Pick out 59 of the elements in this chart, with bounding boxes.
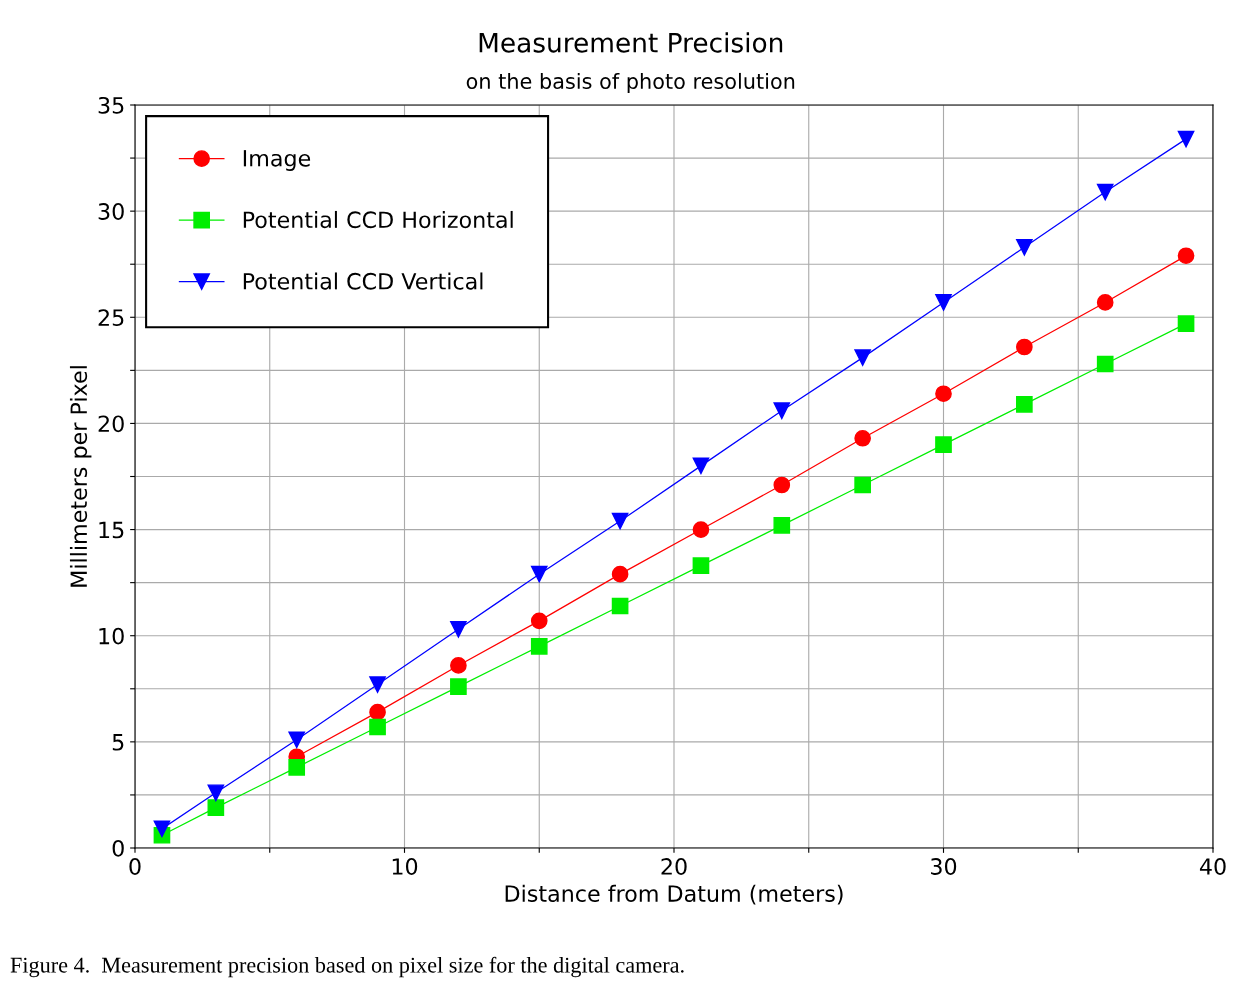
- point: [692, 457, 710, 475]
- y-axis-title: Millimeters per Pixel: [69, 366, 92, 587]
- point: [1016, 238, 1033, 256]
- y-tick-label: 25: [98, 309, 124, 327]
- point: [369, 703, 386, 721]
- y-tick-label: 35: [98, 96, 124, 114]
- point: [611, 512, 629, 530]
- point: [1016, 395, 1033, 413]
- point: [207, 784, 225, 802]
- legend-label: Potential CCD Vertical: [243, 272, 483, 290]
- point: [450, 621, 467, 638]
- point: [935, 385, 952, 403]
- x-tick-label: 0: [129, 858, 141, 875]
- legend-label: Potential CCD Horizontal: [243, 210, 513, 229]
- point: [773, 516, 791, 534]
- point: [450, 657, 467, 674]
- caption: Figure 4. Measurement precision based on pixel size for the digital camera.: [10, 956, 684, 978]
- chart-subtitle: on the basis of photo resolution: [466, 72, 795, 94]
- point: [1096, 183, 1114, 201]
- point: [530, 565, 548, 583]
- x-tick-label: 40: [1199, 858, 1226, 875]
- point: [1096, 294, 1114, 311]
- point: [288, 758, 306, 776]
- point: [935, 436, 952, 453]
- point: [854, 429, 871, 447]
- x-axis-title: Distance from Datum (meters): [505, 884, 843, 905]
- point: [288, 731, 306, 749]
- point: [854, 349, 871, 366]
- x-tick-label: 20: [661, 858, 687, 875]
- point: [1177, 247, 1195, 265]
- y-tick-label: 15: [99, 521, 124, 539]
- y-tick-label: 30: [98, 203, 124, 220]
- y-tick-label: 5: [112, 734, 124, 751]
- point: [611, 597, 629, 615]
- point: [530, 637, 548, 655]
- y-tick-label: 20: [98, 415, 124, 433]
- point: [773, 402, 791, 420]
- point: [369, 676, 386, 693]
- x-tick-label: 10: [392, 858, 418, 875]
- x-tick-label: 30: [931, 858, 957, 875]
- point: [935, 294, 952, 311]
- point: [854, 476, 871, 494]
- y-tick-label: 10: [99, 627, 124, 645]
- point: [692, 521, 710, 538]
- point: [611, 565, 629, 583]
- point: [1177, 130, 1195, 148]
- point: [773, 476, 791, 494]
- point: [530, 612, 548, 630]
- y-tick-label: 0: [112, 839, 124, 857]
- point: [692, 557, 710, 574]
- point: [369, 718, 386, 736]
- point: [153, 820, 171, 838]
- chart-title: Measurement Precision: [479, 32, 783, 53]
- point: [1177, 315, 1195, 332]
- legend-label: Image: [243, 150, 311, 171]
- point: [1016, 338, 1033, 356]
- point: [450, 678, 467, 695]
- point: [1096, 355, 1114, 373]
- point: [207, 799, 225, 816]
